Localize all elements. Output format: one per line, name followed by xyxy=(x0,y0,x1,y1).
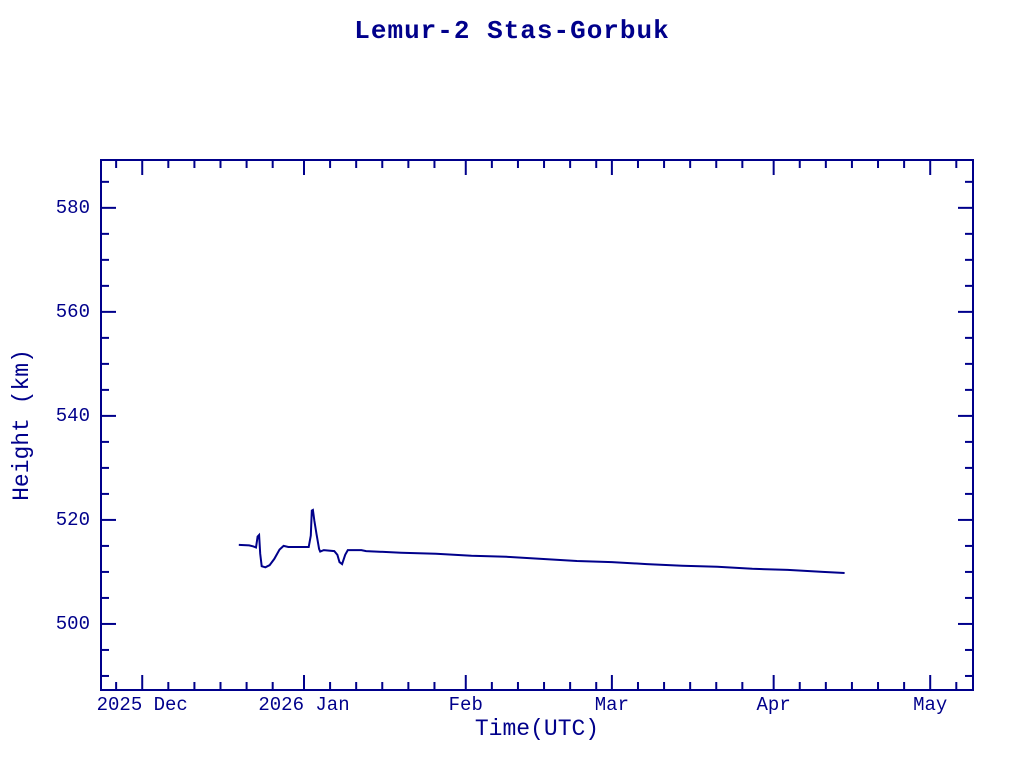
y-tick-label: 580 xyxy=(55,196,90,219)
chart-title: Lemur-2 Stas-Gorbuk xyxy=(354,16,670,46)
x-tick-label: May xyxy=(913,694,948,716)
plot-frame xyxy=(100,159,974,691)
x-tick-label: Mar xyxy=(594,694,629,716)
x-axis-label: Time(UTC) xyxy=(474,716,600,742)
y-axis-label: Height (km) xyxy=(9,349,35,501)
y-tick-label: 520 xyxy=(55,508,90,531)
x-tick-label: Apr xyxy=(756,694,791,716)
data-line xyxy=(238,508,845,574)
y-tick-label: 540 xyxy=(55,404,90,427)
y-tick-label: 560 xyxy=(55,300,90,323)
y-tick-label: 500 xyxy=(55,612,90,635)
x-tick-label: Feb xyxy=(448,694,483,716)
x-tick-label: 2026 Jan xyxy=(258,694,350,716)
x-tick-label: 2025 Dec xyxy=(96,694,188,716)
